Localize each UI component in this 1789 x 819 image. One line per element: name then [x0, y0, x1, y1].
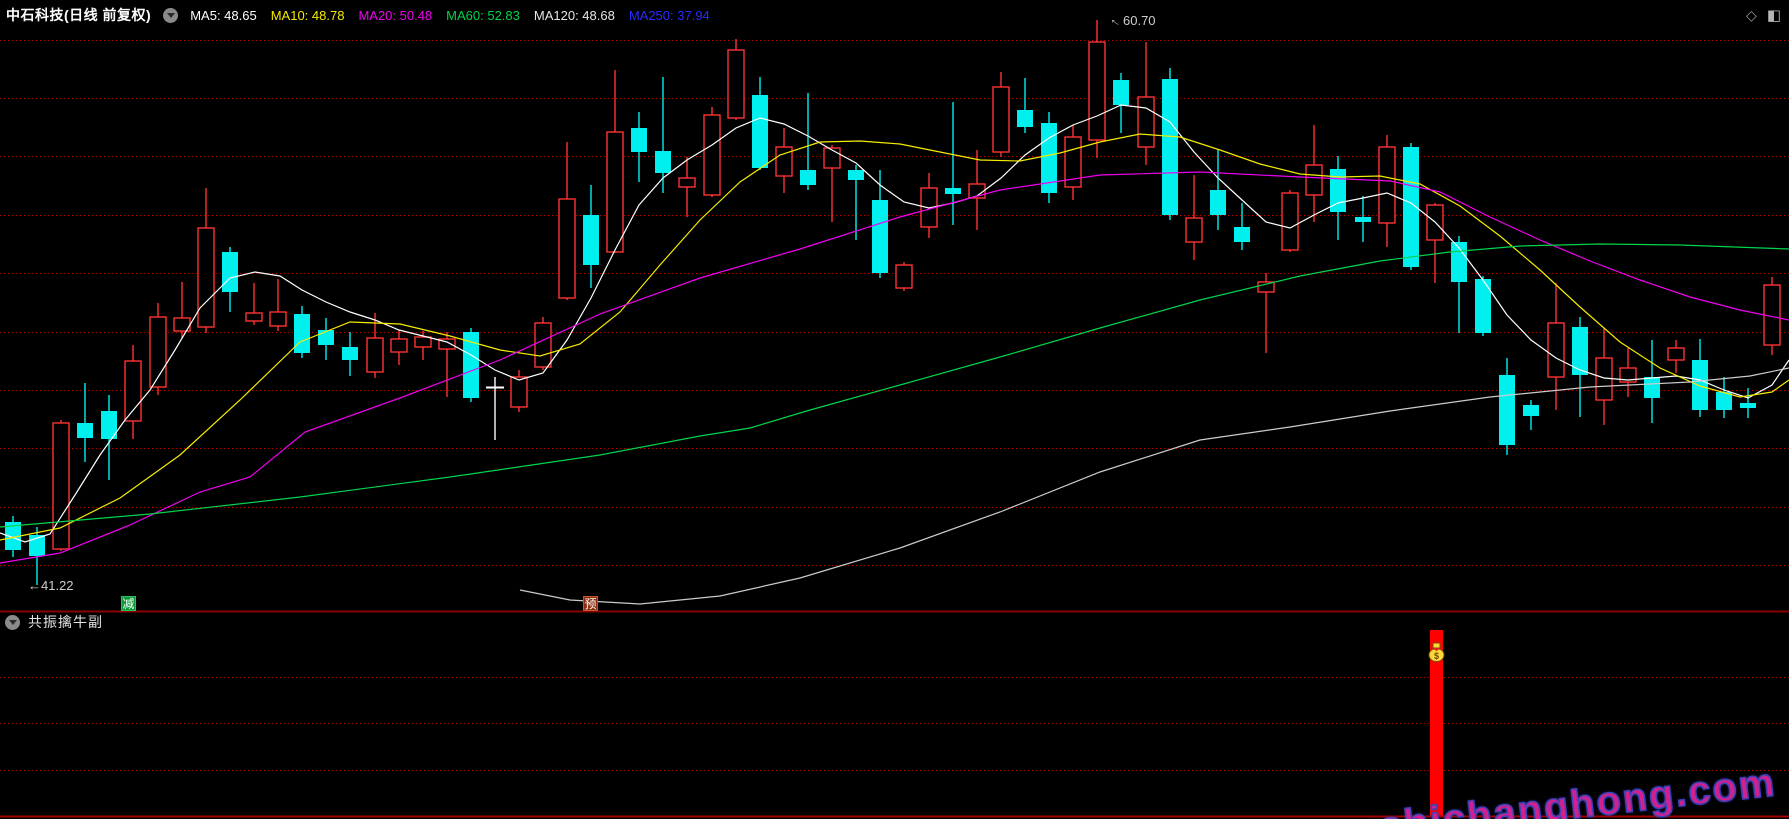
window-icon[interactable]: ◧ [1766, 7, 1781, 24]
signal-badge-warn: 预 [583, 596, 598, 611]
ma-label-ma60: MA60: 52.83 [446, 7, 520, 23]
ma-line-ma60 [0, 243, 1789, 528]
arrow-left-icon: ← [28, 578, 41, 593]
ma-line-ma10 [0, 133, 1789, 541]
chevron-down-icon[interactable] [163, 7, 179, 23]
high-price-annotation: ←60.70 [1107, 11, 1156, 31]
ma-line-ma20 [0, 171, 1789, 564]
ma-legend: MA5: 48.65 MA10: 48.78 MA20: 50.48 MA60: 52… [190, 8, 710, 23]
high-price-value: 60.70 [1123, 13, 1156, 28]
ma-label-ma250: MA250: 37.94 [628, 7, 710, 23]
header-corner-icons: ◇ ◧ [1746, 0, 1781, 30]
ma-label-ma5: MA5: 48.65 [190, 7, 257, 23]
ma-label-ma120: MA120: 48.68 [533, 7, 615, 23]
chevron-down-icon[interactable] [5, 614, 20, 630]
sub-indicator-header: 共振擒牛副 [5, 612, 103, 632]
money-bag-icon [1432, 642, 1441, 649]
ma-line-ma120 [519, 367, 1789, 605]
low-price-annotation: ←41.22 [28, 578, 74, 593]
ma-line-ma5 [0, 104, 1789, 543]
ma-label-ma20: MA20: 50.48 [358, 7, 433, 23]
signal-bar [1430, 630, 1443, 816]
stock-title[interactable]: 中石科技(日线 前复权) [6, 7, 152, 23]
main-chart-header: 中石科技(日线 前复权) MA5: 48.65 MA10: 48.78 MA20: … [0, 0, 1789, 30]
svg-text:$: $ [1434, 651, 1439, 661]
signal-badge-reduce: 减 [121, 596, 136, 611]
diamond-icon[interactable]: ◇ [1746, 6, 1757, 23]
sub-indicator-name: 共振擒牛副 [28, 614, 103, 630]
ma-label-ma10: MA10: 48.78 [270, 7, 345, 23]
low-price-value: 41.22 [41, 578, 74, 593]
